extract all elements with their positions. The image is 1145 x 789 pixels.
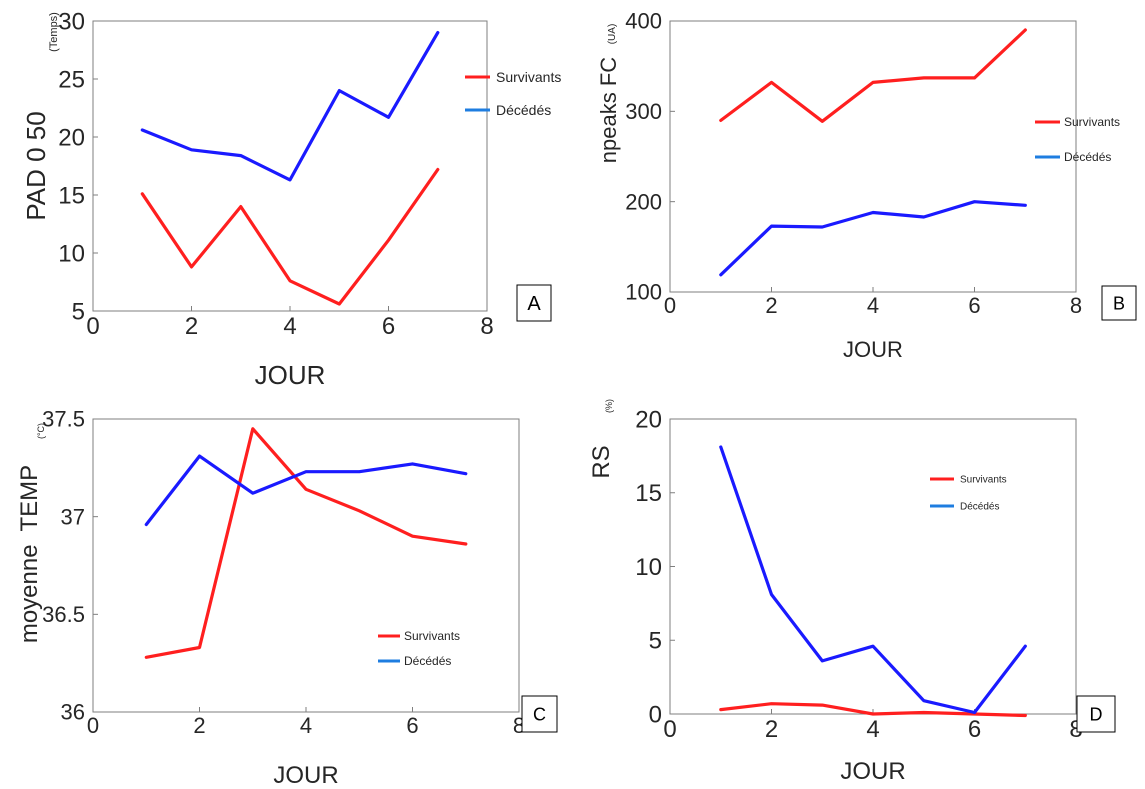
y-axis-unit: (%) xyxy=(604,399,614,413)
y-tick-label: 15 xyxy=(58,182,85,209)
y-tick-label: 100 xyxy=(625,280,662,305)
y-tick-label: 20 xyxy=(635,406,662,433)
x-axis-label: JOUR xyxy=(843,337,903,362)
legend-label: Décédés xyxy=(496,102,551,118)
y-tick-label: 37.5 xyxy=(42,407,85,432)
x-axis-label: JOUR xyxy=(273,762,338,789)
series-line-decedes xyxy=(719,445,1027,715)
y-tick-label: 25 xyxy=(58,66,85,93)
x-tick-label: 8 xyxy=(480,313,493,340)
x-tick-label: 0 xyxy=(664,293,676,318)
legend-label: Survivants xyxy=(960,475,1007,486)
x-axis-label: JOUR xyxy=(840,758,905,785)
x-tick-label: 4 xyxy=(866,716,879,743)
x-tick-label: 6 xyxy=(968,293,980,318)
y-tick-label: 300 xyxy=(625,99,662,124)
y-axis-label: PAD 0 50 xyxy=(21,111,51,220)
panel-letter: D xyxy=(1090,704,1103,724)
y-axis-unit: (°C) xyxy=(36,423,46,439)
x-tick-label: 6 xyxy=(406,713,418,738)
y-axis-unit: (UA) xyxy=(607,24,618,45)
series-line-survivants xyxy=(140,167,440,306)
y-axis-label: npeaks FC xyxy=(596,57,621,163)
y-tick-label: 15 xyxy=(635,480,662,507)
plot-frame xyxy=(669,418,1077,715)
x-tick-label: 2 xyxy=(185,313,198,340)
x-tick-label: 2 xyxy=(193,713,205,738)
y-tick-label: 10 xyxy=(58,240,85,267)
y-tick-label: 30 xyxy=(58,8,85,35)
panel-letter: B xyxy=(1113,293,1125,313)
x-tick-label: 4 xyxy=(300,713,312,738)
x-tick-label: 6 xyxy=(382,313,395,340)
legend-label: Décédés xyxy=(404,654,451,668)
x-tick-label: 2 xyxy=(765,293,777,318)
y-tick-label: 20 xyxy=(58,124,85,151)
y-axis-unit: (Temps) xyxy=(48,12,60,52)
y-tick-label: 0 xyxy=(649,701,662,728)
x-tick-label: 6 xyxy=(968,716,981,743)
y-tick-label: 36.5 xyxy=(42,602,85,627)
legend-label: Survivants xyxy=(1064,115,1120,129)
panel-letter-box xyxy=(1076,695,1116,733)
y-tick-label: 37 xyxy=(61,504,85,529)
legend-label: Survivants xyxy=(496,69,561,85)
legend-label: Survivants xyxy=(404,629,460,643)
panel-letter-box xyxy=(521,695,558,733)
legend-label: Décédés xyxy=(960,502,999,513)
plot-frame xyxy=(92,20,488,312)
y-tick-label: 400 xyxy=(625,9,662,34)
y-tick-label: 36 xyxy=(61,700,85,725)
plot-frame xyxy=(669,20,1077,293)
series-line-survivants xyxy=(144,427,468,659)
y-axis-label: moyenne TEMP xyxy=(16,465,43,643)
y-tick-label: 5 xyxy=(649,628,662,655)
panel-letter-box xyxy=(1101,285,1137,321)
series-line-decedes xyxy=(719,200,1027,277)
panel-letter: A xyxy=(527,293,541,315)
y-axis-label: RS xyxy=(588,445,615,478)
series-line-decedes xyxy=(140,30,440,182)
x-tick-label: 0 xyxy=(87,713,99,738)
y-tick-label: 200 xyxy=(625,189,662,214)
x-axis-label: JOUR xyxy=(255,360,326,390)
x-tick-label: 4 xyxy=(867,293,879,318)
series-line-survivants xyxy=(719,28,1027,123)
y-tick-label: 5 xyxy=(72,298,85,325)
y-tick-label: 10 xyxy=(635,554,662,581)
panel-letter-box xyxy=(516,284,552,322)
x-tick-label: 4 xyxy=(283,313,296,340)
x-tick-label: 0 xyxy=(663,716,676,743)
chart-panel-b: 0 2 4 6 8 100 200 300 400 JOUR npeaks FC (UA) Surviv… xyxy=(596,9,1137,362)
chart-panel-a: 0 2 4 6 8 5 10 15 20 25 30 JOUR PAD 0 50 (Temps) Survi… xyxy=(21,8,561,390)
panel-letter: C xyxy=(533,704,546,724)
legend-label: Décédés xyxy=(1064,150,1111,164)
x-tick-label: 0 xyxy=(86,313,99,340)
plot-frame xyxy=(92,418,520,713)
series-line-decedes xyxy=(144,454,468,527)
x-tick-label: 8 xyxy=(1070,293,1082,318)
x-tick-label: 2 xyxy=(765,716,778,743)
